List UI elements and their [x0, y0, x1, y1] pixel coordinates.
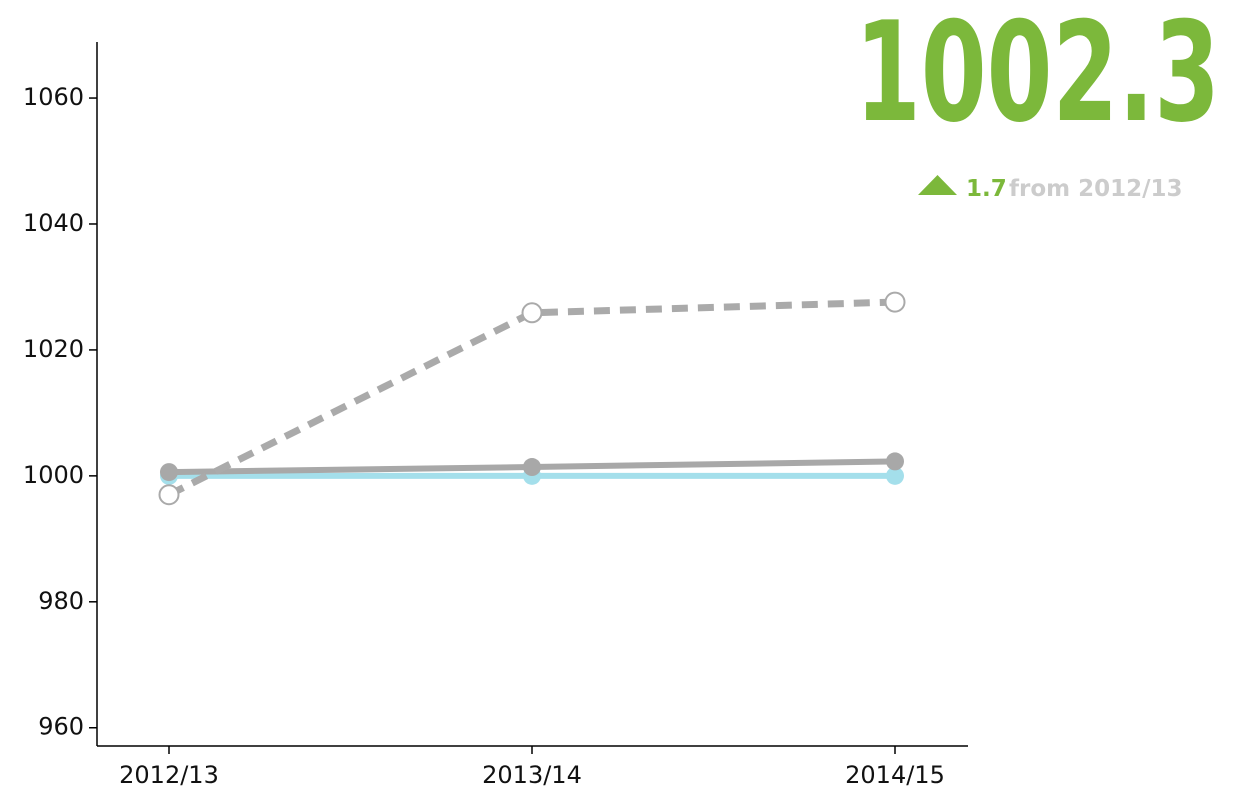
y-tick-label: 1040	[23, 209, 84, 237]
point	[523, 458, 541, 477]
point	[160, 463, 178, 482]
y-tick-label: 1060	[23, 83, 84, 111]
x-tick-label: 2013/14	[482, 761, 582, 789]
y-tick-label: 960	[38, 713, 84, 741]
point	[886, 452, 904, 471]
x-tick-label: 2014/15	[845, 761, 945, 789]
y-tick-label: 1020	[23, 335, 84, 363]
headline-value: 1002.3	[855, 0, 1220, 153]
point	[886, 466, 904, 485]
up-arrow	[918, 175, 957, 195]
y-tick-label: 980	[38, 587, 84, 615]
x-tick-label: 2012/13	[119, 761, 219, 789]
point	[521, 302, 543, 324]
point	[158, 484, 180, 506]
change-value: 1.7	[966, 176, 1007, 202]
series-line	[167, 298, 896, 498]
point	[884, 291, 906, 313]
change-label: from 2012/13	[1009, 176, 1183, 202]
y-tick-label: 1000	[23, 461, 84, 489]
